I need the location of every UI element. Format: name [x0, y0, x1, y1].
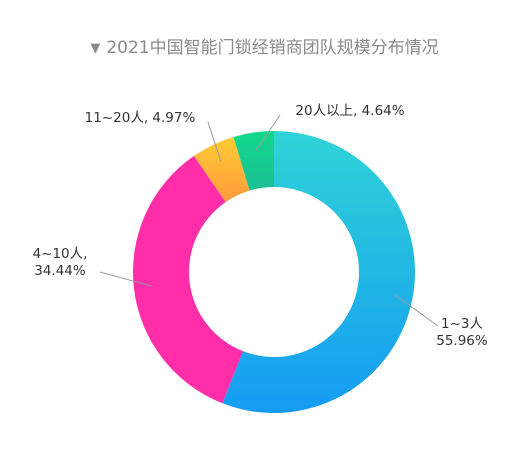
title-triangle-icon: ▼: [90, 41, 101, 56]
leader-line-2: [99, 271, 152, 287]
chart-title-text: 2021中国智能门锁经销商团队规模分布情况: [106, 38, 439, 58]
slice-label-3: 11~20人, 4.97%: [85, 110, 196, 126]
chart-title: ▼ 2021中国智能门锁经销商团队规模分布情况: [0, 33, 529, 58]
donut-slice-4: [233, 131, 274, 191]
leader-line-1: [394, 294, 439, 327]
donut-slice-1: [222, 131, 415, 414]
leader-line-4: [255, 114, 281, 151]
donut-slice-3: [193, 136, 250, 203]
slice-label-1: 1~3人 55.96%: [436, 316, 488, 349]
slice-label-2: 4~10人, 34.44%: [33, 246, 88, 279]
slice-label-4: 20人以上, 4.64%: [295, 103, 404, 119]
leader-line-3: [207, 121, 222, 162]
donut-slice-2: [133, 155, 243, 404]
